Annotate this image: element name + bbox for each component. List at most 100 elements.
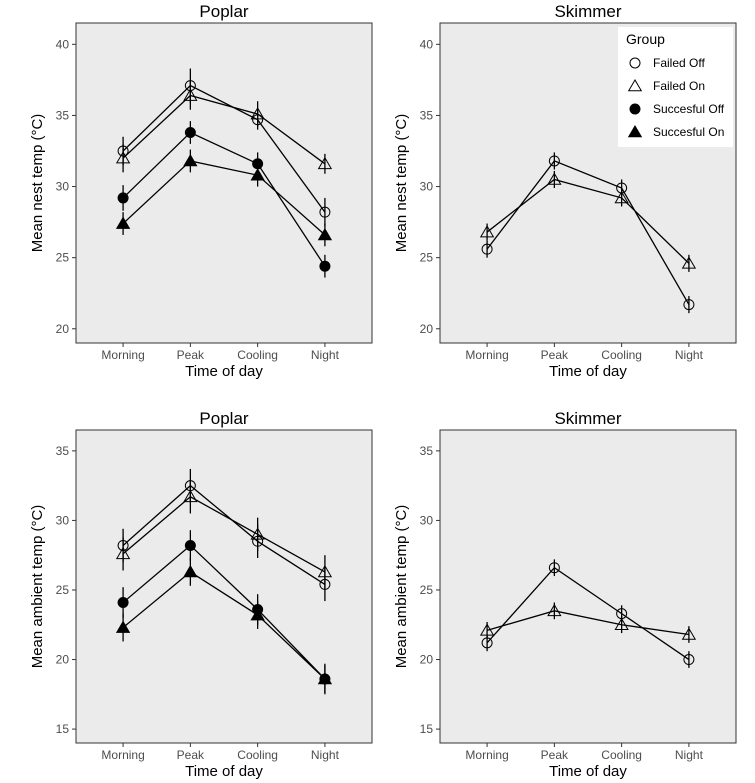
data-point <box>115 151 131 164</box>
series-succesful-on <box>115 557 333 693</box>
series-line <box>122 84 326 213</box>
data-point <box>183 153 198 167</box>
x-tick-label: Morning <box>101 748 144 762</box>
legend-key-filled-triangle <box>627 125 643 138</box>
y-tick-label: 35 <box>56 444 70 458</box>
legend-label: Failed Off <box>653 56 705 70</box>
y-tick-label: 30 <box>56 513 70 527</box>
data-point <box>479 623 495 636</box>
x-tick-label: Cooling <box>237 348 278 362</box>
x-axis-label: Time of day <box>185 763 263 780</box>
chart-panel-3: Poplar 15 20 25 30 35 Morning Peak Cooling Night T… <box>29 409 373 780</box>
data-point <box>319 260 331 272</box>
x-tick-label: Cooling <box>237 748 278 762</box>
x-axis-label: Time of day <box>549 763 627 780</box>
y-axis-label: Mean ambient temp (°C) <box>393 505 410 669</box>
x-axis-label: Time of day <box>549 363 627 380</box>
y-tick-label: 20 <box>56 322 70 336</box>
data-point <box>317 564 333 578</box>
plot-background <box>76 430 372 743</box>
chart-title: Skimmer <box>554 2 621 21</box>
x-tick-label: Night <box>675 348 704 362</box>
data-point <box>115 546 131 560</box>
y-axis-label: Mean ambient temp (°C) <box>29 505 46 669</box>
y-tick-label: 30 <box>56 180 70 194</box>
x-tick-label: Morning <box>465 348 508 362</box>
series-line <box>122 571 326 680</box>
legend-label: Succesful Off <box>653 102 725 116</box>
data-point <box>250 608 265 621</box>
data-point <box>681 256 697 269</box>
data-point <box>115 620 131 633</box>
series-line <box>122 131 326 267</box>
data-point <box>681 627 697 640</box>
series-line <box>122 495 326 573</box>
y-tick-label: 20 <box>56 653 70 667</box>
x-tick-label: Peak <box>177 348 205 362</box>
y-tick-label: 40 <box>56 37 70 51</box>
data-point <box>614 190 629 204</box>
series-succesful-off <box>117 121 331 278</box>
plot-background <box>440 430 736 743</box>
data-point <box>184 127 196 139</box>
x-tick-label: Night <box>311 348 340 362</box>
y-tick-label: 35 <box>420 444 434 458</box>
plot-background <box>76 23 372 343</box>
series-line <box>122 544 326 680</box>
data-point <box>184 539 196 551</box>
data-point <box>481 243 493 255</box>
x-tick-label: Morning <box>465 748 508 762</box>
data-point <box>317 156 333 170</box>
series-failed-on <box>479 602 697 643</box>
x-tick-label: Cooling <box>601 748 642 762</box>
data-point <box>183 564 198 578</box>
data-point <box>117 596 129 608</box>
series-failed-on <box>115 480 333 589</box>
y-tick-label: 35 <box>56 108 70 122</box>
chart-title: Skimmer <box>554 409 621 428</box>
legend-key-filled-circle <box>629 103 641 115</box>
data-point <box>479 225 495 238</box>
legend-key-open-circle <box>629 57 641 69</box>
data-point <box>547 603 562 617</box>
legend-label: Succesful On <box>653 125 724 139</box>
y-tick-label: 25 <box>56 583 70 597</box>
series-succesful-off <box>117 530 331 695</box>
chart-panel-4: Skimmer 15 20 25 30 35 Morning Peak Cooling Night… <box>393 409 737 780</box>
x-tick-label: Peak <box>541 748 569 762</box>
chart-panel-1: Poplar 20 25 30 35 40 Morning Peak Cooling Night T… <box>29 2 373 380</box>
legend-label: Failed On <box>653 79 705 93</box>
legend-box <box>618 27 733 147</box>
series-line <box>486 566 690 661</box>
series-succesful-on <box>115 149 333 247</box>
series-line <box>122 160 326 236</box>
series-failed-on <box>115 81 333 174</box>
x-tick-label: Night <box>311 748 340 762</box>
y-tick-label: 30 <box>420 513 434 527</box>
chart-title: Poplar <box>199 2 248 21</box>
data-point <box>547 172 562 185</box>
legend-entry: Succesful Off <box>629 102 725 116</box>
series-line <box>486 178 690 264</box>
y-tick-label: 15 <box>420 722 434 736</box>
y-tick-label: 20 <box>420 322 434 336</box>
data-point <box>317 227 333 241</box>
x-axis-label: Time of day <box>185 363 263 380</box>
plot-border <box>439 22 737 344</box>
data-point <box>183 489 198 503</box>
data-point <box>183 88 198 101</box>
plot-border <box>75 22 373 344</box>
plot-border <box>439 429 737 744</box>
y-tick-label: 30 <box>420 180 434 194</box>
y-tick-label: 40 <box>420 37 434 51</box>
y-tick-label: 35 <box>420 108 434 122</box>
series-failed-on <box>479 170 697 272</box>
data-point <box>548 562 560 574</box>
series-line <box>122 94 326 165</box>
x-tick-label: Peak <box>541 348 569 362</box>
legend: Group Failed Off Failed On Succesful Off Suc… <box>618 27 733 147</box>
legend-entry: Failed On <box>627 79 705 93</box>
data-point <box>317 672 333 685</box>
data-point <box>683 654 695 666</box>
